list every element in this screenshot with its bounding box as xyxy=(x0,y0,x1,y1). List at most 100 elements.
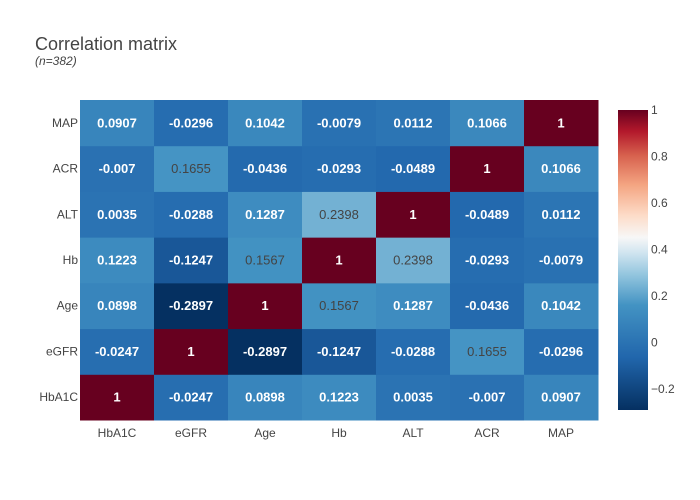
heatmap-cell xyxy=(450,374,525,421)
y-tick-label: ALT xyxy=(57,207,79,221)
cell-value-label: 0.1223 xyxy=(319,390,359,405)
heatmap-cell xyxy=(80,100,155,147)
x-tick-label: MAP xyxy=(548,426,574,440)
heatmap-cell xyxy=(450,145,525,192)
cell-value-label: -0.0293 xyxy=(317,161,361,176)
heatmap-cell xyxy=(376,191,451,238)
heatmap-cell xyxy=(524,191,599,238)
cell-value-label: -0.007 xyxy=(99,161,136,176)
cell-value-label: 0.0898 xyxy=(245,390,285,405)
cell-value-label: -0.0079 xyxy=(317,115,361,130)
heatmap-cell xyxy=(228,282,303,330)
heatmap-cell xyxy=(450,237,525,284)
heatmap-cell xyxy=(228,237,303,284)
heatmap-cell xyxy=(302,191,377,238)
heatmap-cell xyxy=(450,282,525,330)
heatmap-cell xyxy=(228,100,303,147)
cell-value-label: -0.0247 xyxy=(169,390,213,405)
heatmap-cell xyxy=(228,328,303,375)
heatmap-cell xyxy=(524,237,599,284)
colorbar-tick-label: 1 xyxy=(651,103,658,117)
heatmap-cell xyxy=(524,328,599,375)
cell-value-label: -0.0436 xyxy=(465,298,509,313)
colorbar-tick-label: −0.2 xyxy=(651,382,675,396)
cell-value-label: 1 xyxy=(557,115,564,130)
cell-value-label: 0.0112 xyxy=(393,115,432,130)
heatmap-cell xyxy=(154,282,229,330)
cell-value-label: 0.0907 xyxy=(541,390,581,405)
heatmap-cell xyxy=(228,145,303,192)
heatmap-cell xyxy=(376,237,451,284)
heatmap-cell xyxy=(154,374,229,421)
x-tick-label: ALT xyxy=(402,426,424,440)
cell-value-label: 1 xyxy=(335,253,342,268)
heatmap-cell xyxy=(154,237,229,284)
cell-value-label: -0.0293 xyxy=(465,253,509,268)
colorbar: −0.2 0 0.2 0.4 0.6 0.8 1 xyxy=(618,103,675,410)
heatmap-cell xyxy=(228,191,303,238)
heatmap-cell xyxy=(524,374,599,421)
heatmap-cell xyxy=(376,328,451,375)
cell-value-label: 0.0907 xyxy=(97,115,137,130)
cell-value-label: 0.1223 xyxy=(97,253,137,268)
heatmap-cell xyxy=(376,374,451,421)
x-tick-label: ACR xyxy=(474,426,500,440)
heatmap-cell xyxy=(80,282,155,330)
cell-value-label: 0.1066 xyxy=(467,115,507,130)
cell-value-label: -0.0489 xyxy=(391,161,435,176)
y-tick-label: Age xyxy=(57,299,79,313)
heatmap-cell xyxy=(154,191,229,238)
cell-value-label: 0.1567 xyxy=(245,253,285,268)
cell-value-label: -0.0296 xyxy=(539,344,583,359)
cell-value-label: -0.0436 xyxy=(243,161,287,176)
chart-title: Correlation matrix xyxy=(35,34,177,54)
colorbar-tick-label: 0.6 xyxy=(651,196,668,210)
cell-value-label: -0.0079 xyxy=(539,253,583,268)
y-tick-label: MAP xyxy=(52,116,78,130)
y-tick-label: Hb xyxy=(63,253,79,267)
heatmap-cell xyxy=(302,282,377,330)
cell-value-label: 0.0112 xyxy=(541,207,580,222)
heatmap-cell xyxy=(302,237,377,284)
cell-value-label: -0.0288 xyxy=(169,207,213,222)
heatmap-cell xyxy=(80,374,155,421)
heatmap-cells: 1 -0.0247 0.0898 0.1223 0.0035 -0.007 0.0907 -0… xyxy=(80,100,599,421)
cell-value-label: 0.1042 xyxy=(245,115,285,130)
y-axis: HbA1C eGFR Age Hb ALT ACR MAP xyxy=(39,116,78,404)
cell-value-label: -0.1247 xyxy=(317,344,361,359)
cell-value-label: 0.1567 xyxy=(319,298,359,313)
cell-value-label: 1 xyxy=(113,390,120,405)
cell-value-label: -0.0296 xyxy=(169,115,213,130)
cell-value-label: -0.0489 xyxy=(465,207,509,222)
cell-value-label: 1 xyxy=(409,207,416,222)
heatmap-cell xyxy=(524,145,599,192)
cell-value-label: 1 xyxy=(261,298,268,313)
colorbar-tick-label: 0.2 xyxy=(651,289,668,303)
x-tick-label: Hb xyxy=(331,426,347,440)
cell-value-label: 0.1655 xyxy=(467,344,507,359)
heatmap-cell xyxy=(302,145,377,192)
chart-subtitle: (n=382) xyxy=(35,54,77,68)
heatmap-cell xyxy=(154,145,229,192)
heatmap-cell xyxy=(80,145,155,192)
heatmap-cell xyxy=(302,100,377,147)
heatmap-cell xyxy=(80,328,155,375)
heatmap-cell xyxy=(80,237,155,284)
heatmap-cell xyxy=(376,145,451,192)
cell-value-label: 0.0898 xyxy=(97,298,137,313)
heatmap-cell xyxy=(376,282,451,330)
heatmap-cell xyxy=(450,328,525,375)
heatmap-cell xyxy=(450,100,525,147)
x-axis: HbA1C eGFR Age Hb ALT ACR MAP xyxy=(98,426,574,440)
cell-value-label: -0.007 xyxy=(469,390,506,405)
cell-value-label: 0.0035 xyxy=(97,207,137,222)
cell-value-label: -0.0247 xyxy=(95,344,139,359)
cell-value-label: 0.0035 xyxy=(393,390,433,405)
cell-value-label: 0.1287 xyxy=(245,207,285,222)
heatmap-cell xyxy=(228,374,303,421)
heatmap-cell xyxy=(302,328,377,375)
cell-value-label: 1 xyxy=(483,161,490,176)
cell-value-label: 0.1066 xyxy=(541,161,581,176)
x-tick-label: Age xyxy=(254,426,276,440)
